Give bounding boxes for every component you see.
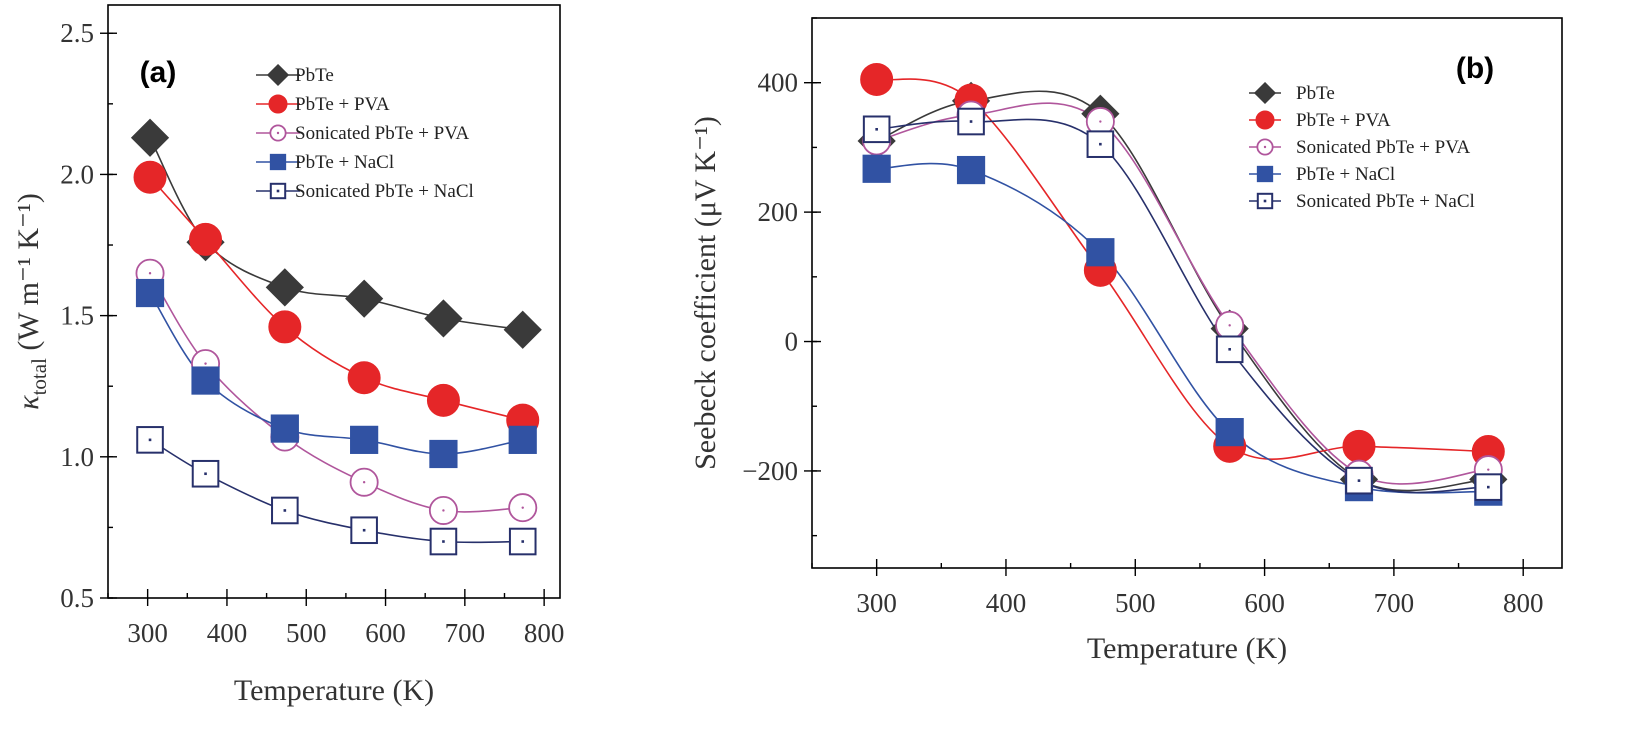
data-point-s4-dot <box>204 472 207 476</box>
data-point-s0 <box>265 268 304 307</box>
panel-label: (b) <box>1456 52 1494 85</box>
data-point-s3 <box>270 414 299 443</box>
x-tick-label: 800 <box>524 618 565 648</box>
data-point-s3 <box>956 155 986 185</box>
legend-label: Sonicated PbTe + PVA <box>1296 137 1471 158</box>
legend-label: PbTe <box>1296 83 1335 104</box>
y-tick-label: 0 <box>785 327 799 357</box>
data-point-s2-dot <box>204 362 207 365</box>
x-tick-label: 400 <box>207 618 248 648</box>
data-point-s2-dot <box>1487 468 1490 471</box>
legend-label: PbTe + PVA <box>295 94 390 115</box>
data-point-s0 <box>424 299 463 338</box>
y-tick-label: 200 <box>758 197 799 227</box>
legend-label: PbTe + NaCl <box>1296 164 1395 185</box>
legend: PbTe PbTe + PVA Sonicated PbTe + PVA PbTe +… <box>1249 81 1475 212</box>
data-point-s4-dot <box>969 120 973 123</box>
data-point-s1 <box>268 310 302 344</box>
series-line-3 <box>876 162 1489 494</box>
x-tick-label: 400 <box>986 588 1027 618</box>
data-point-s4 <box>429 527 458 556</box>
y-axis-title: κtotal (W m⁻¹ K⁻¹) <box>12 193 51 410</box>
data-point-s4-dot <box>362 528 366 532</box>
data-point-s3 <box>191 366 220 395</box>
y-tick-label: 400 <box>758 68 799 98</box>
x-tick-label: 600 <box>365 618 406 648</box>
legend: PbTe PbTe + PVA Sonicated PbTe + PVA PbTe +… <box>256 63 474 202</box>
data-point-s4-dot <box>283 509 287 512</box>
data-point-s3 <box>350 425 379 454</box>
chart-panel-a: 300 400 500 600 700 800 0.5 1.0 1.5 2.0 2.5 Tempera… <box>12 4 565 707</box>
data-point-s3 <box>135 278 165 308</box>
data-point-s4-dot <box>442 540 445 543</box>
plot-frame <box>811 17 1563 569</box>
x-tick-label: 500 <box>286 618 327 648</box>
data-point-s3 <box>508 425 537 454</box>
data-point-s2-dot <box>442 509 445 512</box>
y-tick-label: 2.5 <box>60 18 94 48</box>
series-line-4 <box>149 439 523 544</box>
data-point-s4-dot <box>875 127 878 131</box>
data-point-s2-dot <box>362 481 366 484</box>
data-point-s4-dot <box>1486 485 1490 489</box>
data-point-s1 <box>347 361 381 395</box>
legend-marker <box>1256 165 1274 183</box>
data-point-s3 <box>1215 418 1244 447</box>
legend-marker <box>269 153 287 171</box>
data-point-s2-dot <box>521 506 524 509</box>
y-tick-label: −200 <box>742 456 798 486</box>
data-point-s3 <box>429 439 458 469</box>
x-tick-label: 300 <box>127 618 168 648</box>
x-tick-label: 700 <box>445 618 486 648</box>
data-point-s2-dot <box>148 272 152 275</box>
panel-label: (a) <box>140 56 177 89</box>
plot-frame <box>107 4 561 599</box>
legend-marker-dot <box>276 131 280 135</box>
legend-label: PbTe + PVA <box>1296 110 1391 131</box>
data-point-s1 <box>860 62 894 96</box>
chart-panel-b: 300 400 500 600 700 800 −200 0 200 400 Temperature… <box>689 17 1563 665</box>
legend-marker <box>1255 110 1275 130</box>
data-point-s4-dot <box>1099 142 1102 146</box>
legend-marker-dot <box>276 189 280 193</box>
data-point-s4-dot <box>1357 479 1361 482</box>
legend-marker-dot <box>1263 145 1267 149</box>
legend-marker <box>1253 81 1277 105</box>
data-point-s1 <box>426 383 460 417</box>
legend-marker <box>266 63 290 87</box>
legend-label: PbTe <box>295 65 334 86</box>
legend-label: Sonicated PbTe + NaCl <box>1296 191 1475 212</box>
data-point-s0 <box>345 279 384 318</box>
legend-label: Sonicated PbTe + PVA <box>295 123 470 144</box>
x-tick-label: 300 <box>856 588 897 618</box>
x-tick-label: 600 <box>1244 588 1285 618</box>
data-point-s1 <box>133 160 167 194</box>
x-axis-title: Temperature (K) <box>1087 632 1287 665</box>
y-tick-label: 1.5 <box>60 301 94 331</box>
data-point-s3 <box>1086 238 1115 267</box>
y-tick-label: 1.0 <box>60 442 94 472</box>
data-point-s2-dot <box>1228 324 1231 327</box>
y-tick-label: 2.0 <box>60 159 94 189</box>
data-point-s0 <box>130 118 170 157</box>
y-tick-label: 0.5 <box>60 583 94 613</box>
x-tick-label: 500 <box>1115 588 1156 618</box>
data-point-s4-dot <box>521 540 525 543</box>
data-point-s1 <box>189 222 223 256</box>
data-point-s0 <box>503 310 542 349</box>
data-point-s3 <box>862 154 891 183</box>
legend-marker <box>268 94 288 114</box>
legend-label: PbTe + NaCl <box>295 152 394 173</box>
legend-marker-dot <box>1263 199 1267 203</box>
data-point-s2-dot <box>1099 120 1102 123</box>
data-point-s4-dot <box>1228 347 1231 351</box>
data-point-s4-dot <box>148 438 152 442</box>
y-axis-title: Seebeck coefficient (μV K⁻¹) <box>689 116 722 470</box>
x-tick-label: 800 <box>1503 588 1544 618</box>
x-tick-label: 700 <box>1374 588 1415 618</box>
x-axis-title: Temperature (K) <box>234 674 434 707</box>
legend-label: Sonicated PbTe + NaCl <box>295 181 474 202</box>
data-point-s1 <box>1342 429 1376 463</box>
